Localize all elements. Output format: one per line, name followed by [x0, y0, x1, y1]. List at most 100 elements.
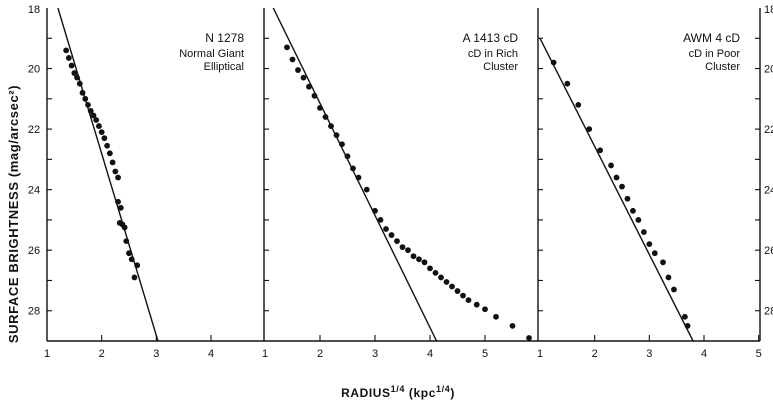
data-point: [350, 165, 356, 172]
y-axis-label: SURFACE BRIGHTNESS (mag/arcsec²): [6, 85, 21, 343]
x-tick-label: 4: [427, 348, 433, 360]
data-point: [317, 105, 323, 111]
data-point: [82, 95, 89, 102]
data-point: [284, 44, 290, 51]
panel-subtitle: cD in Rich: [468, 48, 518, 60]
fit-line: [272, 8, 438, 341]
data-point: [65, 55, 72, 61]
data-point: [613, 174, 620, 181]
data-point: [344, 153, 351, 160]
data-point: [363, 186, 370, 193]
data-point: [76, 80, 83, 87]
panel-title: AWM 4 cD: [683, 31, 740, 45]
x-tick-label: 2: [592, 348, 598, 360]
data-point: [128, 256, 135, 263]
x-tick-label: 3: [646, 348, 652, 360]
x-axis-label-exp: 1/4: [391, 384, 405, 394]
data-point: [671, 286, 677, 293]
data-point: [372, 207, 378, 214]
data-point: [289, 56, 296, 63]
data-point: [665, 274, 672, 281]
data-point: [597, 147, 604, 154]
data-point: [526, 335, 532, 341]
data-point: [405, 247, 411, 254]
panel-subtitle: Cluster: [483, 61, 518, 73]
y-tick-label-top-right: 18: [764, 4, 773, 16]
data-point: [322, 114, 329, 120]
data-point: [564, 80, 571, 87]
data-point: [311, 92, 318, 99]
y-tick-label-right: 20: [764, 64, 773, 76]
x-tick-label: 2: [99, 348, 105, 360]
data-point: [651, 250, 658, 257]
data-point: [106, 150, 113, 157]
data-point: [410, 253, 417, 260]
y-tick-label-right: 26: [764, 245, 773, 257]
x-tick-label: 4: [701, 348, 707, 360]
data-point: [109, 159, 116, 166]
data-point: [98, 129, 105, 136]
data-point: [427, 265, 433, 272]
x-tick-label: 2: [317, 348, 323, 360]
data-point: [635, 217, 642, 223]
data-point: [575, 101, 582, 108]
y-tick-label: 24: [28, 185, 40, 197]
data-point: [68, 62, 75, 69]
data-point: [630, 207, 636, 214]
x-axis-label-unit-close: ): [450, 386, 455, 400]
x-tick-label: 5: [482, 348, 488, 360]
data-point: [101, 135, 108, 142]
data-point: [619, 183, 625, 190]
data-point: [306, 83, 312, 90]
data-point: [550, 59, 557, 66]
data-point: [121, 224, 128, 231]
data-point: [646, 241, 653, 248]
data-point: [339, 141, 345, 148]
frame-lines: 1818: [28, 4, 773, 342]
data-point: [93, 117, 100, 123]
data-point: [71, 70, 78, 76]
y-tick-label: 20: [28, 64, 40, 76]
x-tick-label: 1: [262, 348, 268, 360]
panel-title: A 1413 cD: [463, 31, 519, 45]
y-tick-label: 22: [28, 124, 40, 136]
data-point: [79, 89, 86, 96]
fit-line: [539, 37, 694, 341]
data-point: [131, 274, 138, 281]
data-point: [473, 301, 480, 308]
fit-line: [57, 8, 159, 341]
data-point: [112, 168, 119, 175]
x-axis-label-main: RADIUS: [341, 386, 391, 400]
x-tick-label: 1: [44, 348, 50, 360]
x-tick-label: 3: [372, 348, 378, 360]
data-point: [90, 112, 97, 119]
data-point: [63, 47, 70, 54]
data-point: [438, 274, 444, 281]
data-point: [383, 226, 389, 232]
data-point: [443, 279, 450, 285]
data-point: [104, 142, 111, 149]
data-point: [74, 74, 80, 81]
data-point: [482, 306, 488, 313]
data-point: [493, 313, 499, 320]
data-point: [681, 313, 688, 320]
y-tick-label-top-left: 18: [28, 4, 40, 16]
y-tick-label-right: 22: [764, 124, 773, 136]
panel-subtitle: Normal Giant: [179, 48, 244, 60]
data-point: [377, 217, 384, 223]
data-point: [432, 269, 439, 276]
data-point: [624, 195, 631, 202]
data-point: [96, 123, 102, 129]
y-tick-label-right: 24: [764, 185, 773, 197]
data-point: [123, 238, 130, 245]
data-point: [295, 67, 301, 73]
x-axis-label: RADIUS1/4 (kpc1/4): [341, 384, 455, 400]
y-tick-label: 26: [28, 245, 40, 257]
data-point: [300, 74, 307, 81]
data-point: [333, 132, 340, 139]
data-point: [608, 162, 614, 169]
